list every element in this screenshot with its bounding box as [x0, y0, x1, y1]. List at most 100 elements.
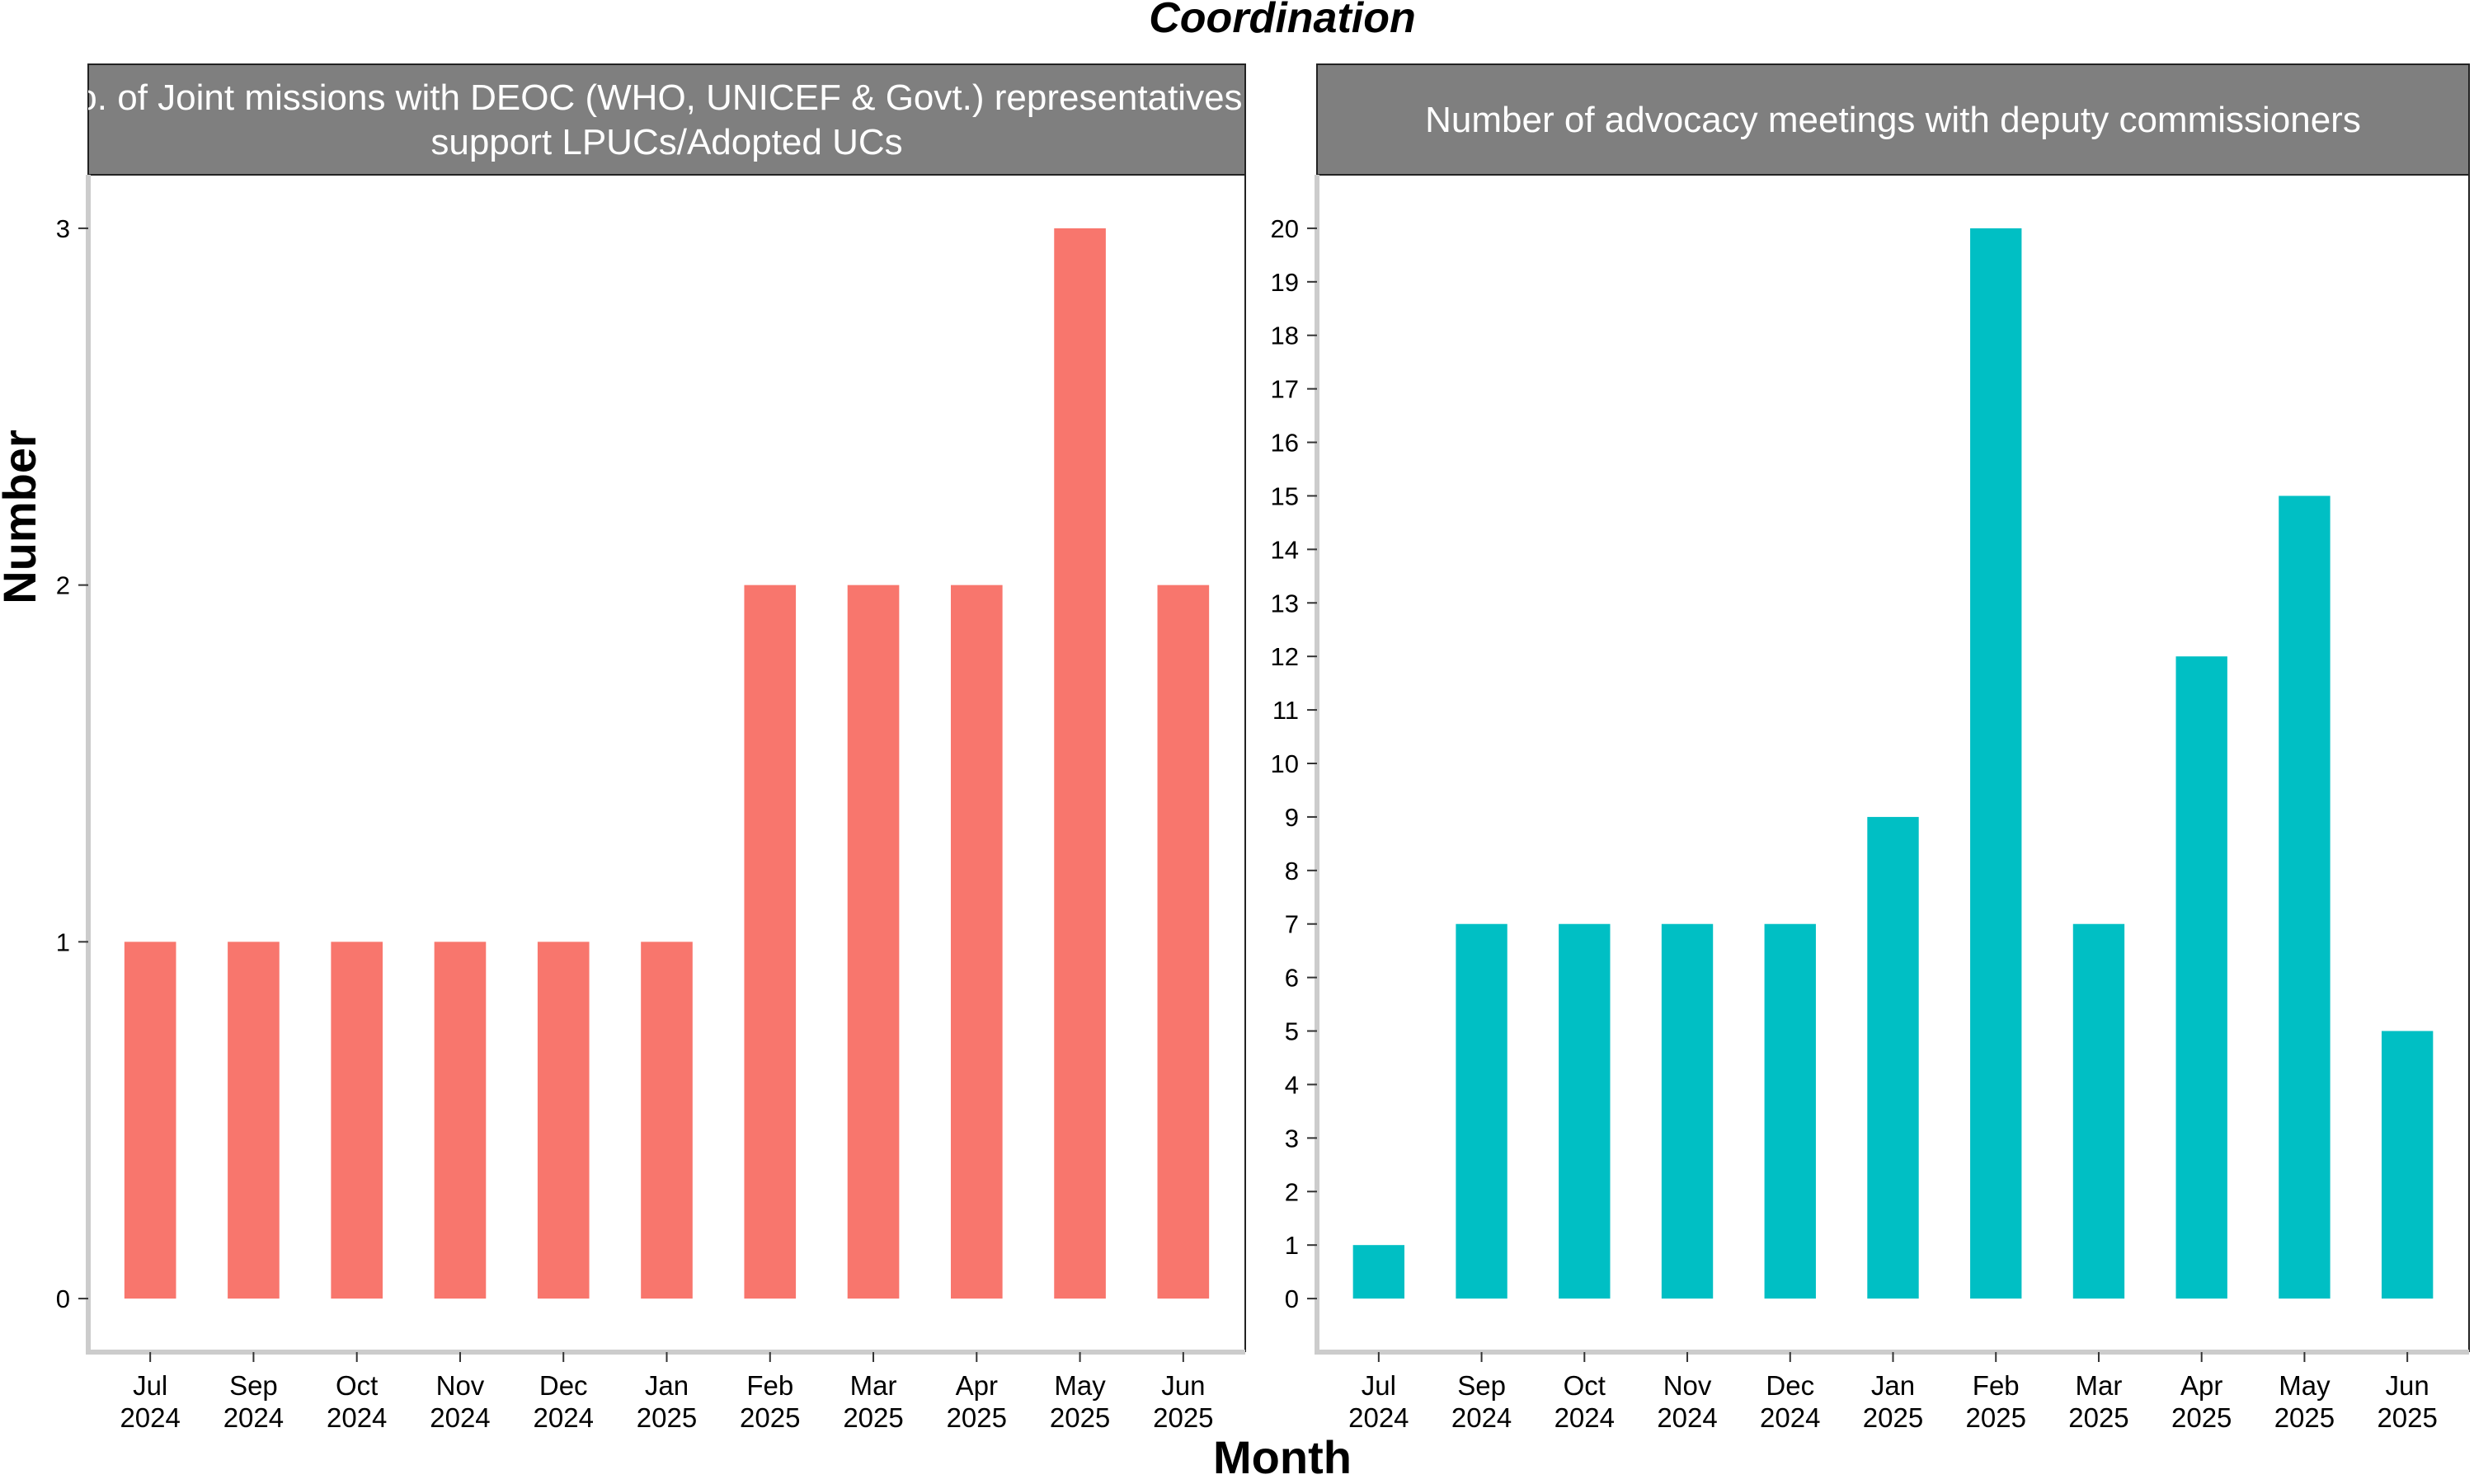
bar: [847, 585, 900, 1299]
x-tick-label-month: Jan: [1871, 1370, 1915, 1401]
y-tick-label: 0: [1285, 1284, 1299, 1313]
x-tick-label-year: 2025: [2171, 1402, 2232, 1433]
bar: [1054, 228, 1106, 1299]
x-tick-label-month: Apr: [956, 1370, 998, 1401]
bar: [641, 942, 693, 1299]
x-tick-label-month: Dec: [539, 1370, 588, 1401]
facet-title-line: support LPUCs/Adopted UCs: [430, 122, 902, 162]
y-tick-label: 14: [1271, 535, 1299, 564]
x-tick-label-year: 2025: [2377, 1402, 2437, 1433]
bar: [331, 942, 383, 1299]
y-tick-label: 3: [1285, 1124, 1299, 1153]
bar: [228, 942, 280, 1299]
x-tick-label-year: 2025: [1153, 1402, 1213, 1433]
x-tick-label-month: Nov: [1663, 1370, 1712, 1401]
x-tick-label-month: Jun: [2386, 1370, 2429, 1401]
bar: [434, 942, 487, 1299]
x-tick-label-month: Jul: [133, 1370, 167, 1401]
y-tick-label: 1: [56, 928, 70, 956]
x-tick-label-year: 2025: [2274, 1402, 2335, 1433]
facet-panel-2: Number of advocacy meetings with deputy …: [1271, 63, 2470, 1433]
x-tick-label-year: 2025: [1966, 1402, 2026, 1433]
x-tick-label-year: 2024: [327, 1402, 387, 1433]
bar: [1559, 923, 1611, 1299]
facet-panels: No. of Joint missions with DEOC (WHO, UN…: [51, 63, 2470, 1433]
facet-title-line: Number of advocacy meetings with deputy …: [1425, 100, 2361, 140]
x-tick-label-month: May: [2279, 1370, 2331, 1401]
x-tick-label-year: 2025: [2068, 1402, 2128, 1433]
y-tick-label: 9: [1285, 803, 1299, 832]
x-tick-label-year: 2024: [1451, 1402, 1512, 1433]
x-tick-label-year: 2024: [1760, 1402, 1820, 1433]
bar: [1970, 228, 2022, 1299]
y-tick-label: 12: [1271, 642, 1299, 671]
y-tick-label: 7: [1285, 910, 1299, 939]
y-tick-label: 0: [56, 1284, 70, 1313]
y-tick-label: 2: [56, 571, 70, 600]
x-tick-label-month: Oct: [336, 1370, 378, 1401]
x-tick-label-year: 2024: [430, 1402, 490, 1433]
x-tick-label-month: Apr: [2180, 1370, 2222, 1401]
x-tick-label-month: May: [1054, 1370, 1106, 1401]
x-tick-label-month: Feb: [1973, 1370, 2020, 1401]
facet-panel-1: No. of Joint missions with DEOC (WHO, UN…: [51, 63, 1283, 1433]
y-tick-label: 3: [56, 214, 70, 243]
x-tick-label-year: 2024: [223, 1402, 284, 1433]
x-tick-label-month: Sep: [229, 1370, 278, 1401]
bar: [1157, 585, 1210, 1299]
y-tick-label: 11: [1272, 696, 1299, 725]
x-tick-label-month: Nov: [436, 1370, 485, 1401]
y-axis-title: Number: [0, 430, 45, 604]
facet-title-line: No. of Joint missions with DEOC (WHO, UN…: [51, 77, 1283, 118]
bar: [950, 585, 1003, 1299]
bar: [1764, 923, 1816, 1299]
facet-strip: [87, 63, 1246, 176]
y-tick-label: 8: [1285, 857, 1299, 885]
chart-title: Coordination: [1149, 0, 1416, 42]
y-tick-label: 19: [1271, 268, 1299, 297]
y-tick-label: 5: [1285, 1017, 1299, 1046]
y-tick-label: 20: [1271, 214, 1299, 243]
y-tick-label: 4: [1285, 1070, 1299, 1099]
bar: [2072, 923, 2125, 1299]
x-tick-label-year: 2024: [1657, 1402, 1717, 1433]
y-tick-label: 17: [1271, 375, 1299, 404]
y-tick-label: 18: [1271, 322, 1299, 350]
y-tick-label: 13: [1271, 589, 1299, 618]
y-tick-label: 15: [1271, 481, 1299, 510]
bar: [1867, 816, 1919, 1299]
x-tick-label-year: 2024: [534, 1402, 594, 1433]
bar: [1661, 923, 1714, 1299]
y-tick-label: 2: [1285, 1177, 1299, 1206]
x-tick-label-year: 2024: [1348, 1402, 1409, 1433]
bar: [2279, 495, 2331, 1299]
y-tick-label: 1: [1285, 1231, 1299, 1260]
facet-strip-text-group: No. of Joint missions with DEOC (WHO, UN…: [51, 77, 1283, 162]
x-tick-label-year: 2025: [1863, 1402, 1923, 1433]
x-tick-label-month: Dec: [1766, 1370, 1814, 1401]
x-tick-label-month: Sep: [1457, 1370, 1506, 1401]
y-tick-label: 6: [1285, 964, 1299, 993]
x-tick-label-month: Mar: [2076, 1370, 2123, 1401]
facet-strip-text-group: Number of advocacy meetings with deputy …: [1425, 100, 2361, 140]
x-tick-label-year: 2025: [740, 1402, 800, 1433]
x-tick-label-month: Mar: [850, 1370, 897, 1401]
y-tick-label: 10: [1271, 749, 1299, 778]
bar: [537, 942, 590, 1299]
x-tick-label-month: Feb: [746, 1370, 793, 1401]
x-tick-label-month: Jul: [1362, 1370, 1396, 1401]
x-tick-label-year: 2025: [947, 1402, 1007, 1433]
x-tick-label-year: 2025: [637, 1402, 697, 1433]
x-tick-label-month: Jun: [1161, 1370, 1205, 1401]
x-tick-label-year: 2024: [1554, 1402, 1615, 1433]
x-tick-label-month: Jan: [645, 1370, 689, 1401]
x-tick-label-year: 2025: [843, 1402, 903, 1433]
bar: [1352, 1245, 1405, 1299]
x-axis-title: Month: [1213, 1431, 1352, 1483]
x-tick-label-year: 2025: [1050, 1402, 1110, 1433]
x-tick-label-year: 2024: [120, 1402, 180, 1433]
bar: [1456, 923, 1507, 1299]
facet-strip: [1316, 63, 2470, 176]
bar: [2381, 1031, 2434, 1299]
